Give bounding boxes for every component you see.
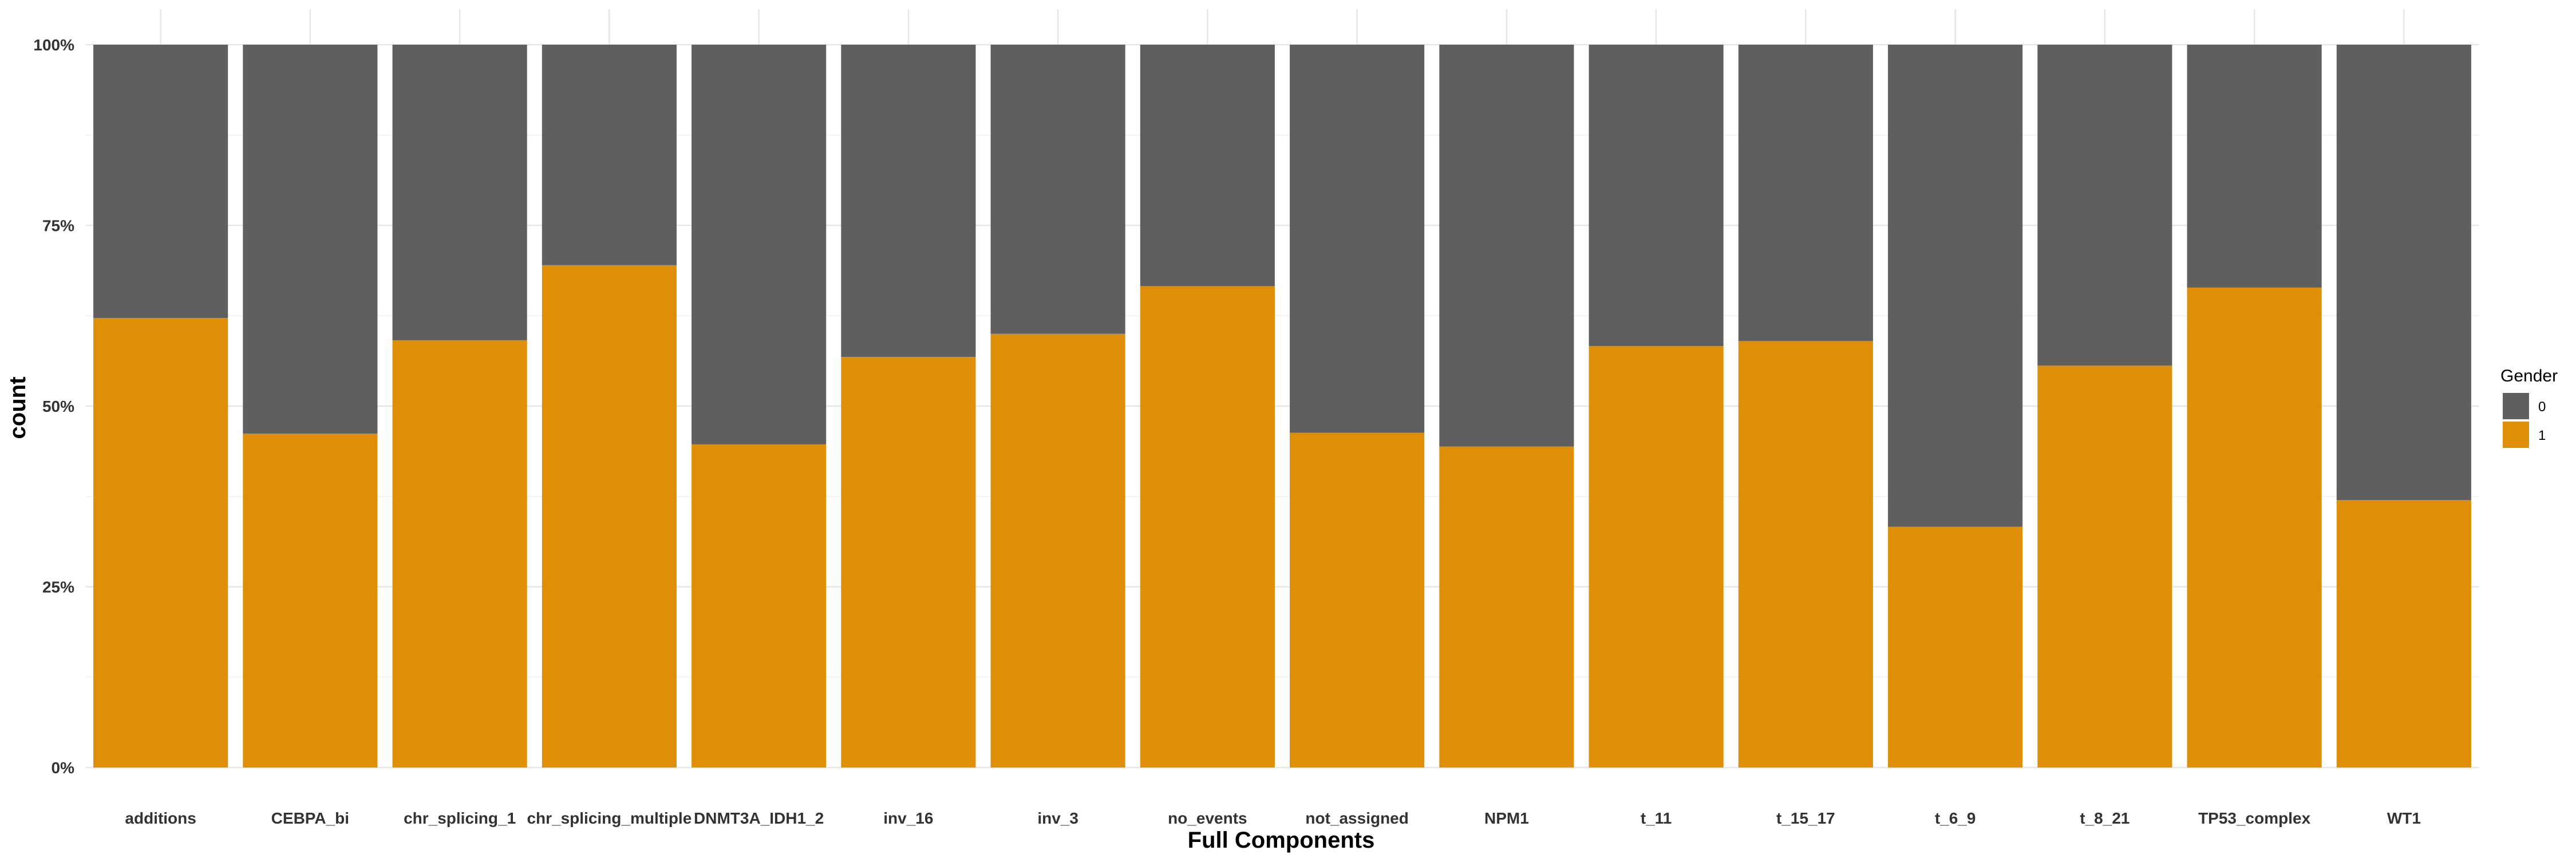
bars	[93, 45, 2471, 768]
bar-t_15_17-gender-1	[1738, 341, 1873, 767]
x-tick-label-9: NPM1	[1484, 809, 1529, 827]
bar-CEBPA_bi-gender-0	[243, 45, 378, 434]
legend: Gender 01	[2500, 367, 2558, 448]
x-tick-label-4: DNMT3A_IDH1_2	[694, 809, 824, 827]
y-tick-label-0: 0%	[52, 759, 75, 777]
legend-items: 01	[2503, 393, 2546, 448]
bar-t_6_9-gender-1	[1888, 526, 2023, 767]
bar-t_11-gender-0	[1589, 45, 1724, 347]
x-tick-label-1: CEBPA_bi	[271, 809, 349, 827]
x-tick-label-3: chr_splicing_multiple	[527, 809, 692, 827]
x-tick-label-13: t_8_21	[2080, 809, 2129, 827]
bar-DNMT3A_IDH1_2-gender-1	[692, 444, 827, 767]
bar-no_events-gender-0	[1140, 45, 1275, 286]
x-tick-label-6: inv_3	[1037, 809, 1078, 827]
bar-DNMT3A_IDH1_2-gender-0	[692, 45, 827, 444]
x-axis-title: Full Components	[1188, 828, 1375, 853]
bar-inv_16-gender-1	[841, 357, 976, 767]
bar-inv_3-gender-1	[990, 333, 1125, 767]
bar-CEBPA_bi-gender-1	[243, 433, 378, 767]
bar-t_11-gender-1	[1589, 346, 1724, 767]
legend-key-0	[2503, 393, 2529, 419]
legend-title: Gender	[2500, 367, 2558, 385]
bar-chr_splicing_1-gender-1	[392, 340, 527, 767]
x-tick-label-14: TP53_complex	[2198, 809, 2311, 827]
bar-t_15_17-gender-0	[1738, 45, 1873, 341]
y-axis-title: count	[5, 377, 30, 439]
x-axis-ticks: additions CEBPA_bi chr_splicing_1 chr_splic…	[125, 809, 2421, 827]
x-tick-label-0: additions	[125, 809, 196, 827]
bar-no_events-gender-1	[1140, 286, 1275, 767]
y-tick-label-2: 50%	[42, 397, 74, 415]
bar-inv_3-gender-0	[990, 45, 1125, 334]
bar-not_assigned-gender-1	[1290, 432, 1425, 767]
y-tick-label-1: 25%	[42, 578, 74, 596]
bar-chr_splicing_1-gender-0	[392, 45, 527, 341]
bar-t_8_21-gender-1	[2037, 365, 2172, 767]
x-tick-label-2: chr_splicing_1	[404, 809, 516, 827]
bar-WT1-gender-1	[2336, 500, 2471, 767]
y-tick-label-4: 100%	[33, 36, 74, 54]
bar-t_6_9-gender-0	[1888, 45, 2023, 527]
bar-TP53_complex-gender-1	[2187, 288, 2322, 768]
bar-chr_splicing_multiple-gender-0	[542, 45, 677, 265]
legend-label-1: 1	[2538, 428, 2546, 443]
bar-WT1-gender-0	[2336, 45, 2471, 501]
x-tick-label-7: no_events	[1168, 809, 1247, 827]
x-tick-label-15: WT1	[2387, 809, 2421, 827]
bar-NPM1-gender-0	[1439, 45, 1574, 447]
bar-inv_16-gender-0	[841, 45, 976, 357]
bar-NPM1-gender-1	[1439, 446, 1574, 767]
x-tick-label-11: t_15_17	[1776, 809, 1835, 827]
x-tick-label-12: t_6_9	[1935, 809, 1976, 827]
x-tick-label-10: t_11	[1641, 809, 1672, 827]
bar-t_8_21-gender-0	[2037, 45, 2172, 366]
legend-label-0: 0	[2538, 399, 2546, 415]
legend-key-1	[2503, 422, 2529, 448]
y-tick-label-3: 75%	[42, 217, 74, 235]
bar-additions-gender-1	[93, 318, 228, 767]
bar-not_assigned-gender-0	[1290, 45, 1425, 433]
x-tick-label-5: inv_16	[883, 809, 933, 827]
y-axis-ticks: 0% 25% 50% 75% 100%	[33, 36, 74, 777]
bar-chr_splicing_multiple-gender-1	[542, 265, 677, 767]
bar-TP53_complex-gender-0	[2187, 45, 2322, 288]
bar-additions-gender-0	[93, 45, 228, 318]
x-tick-label-8: not_assigned	[1305, 809, 1408, 827]
